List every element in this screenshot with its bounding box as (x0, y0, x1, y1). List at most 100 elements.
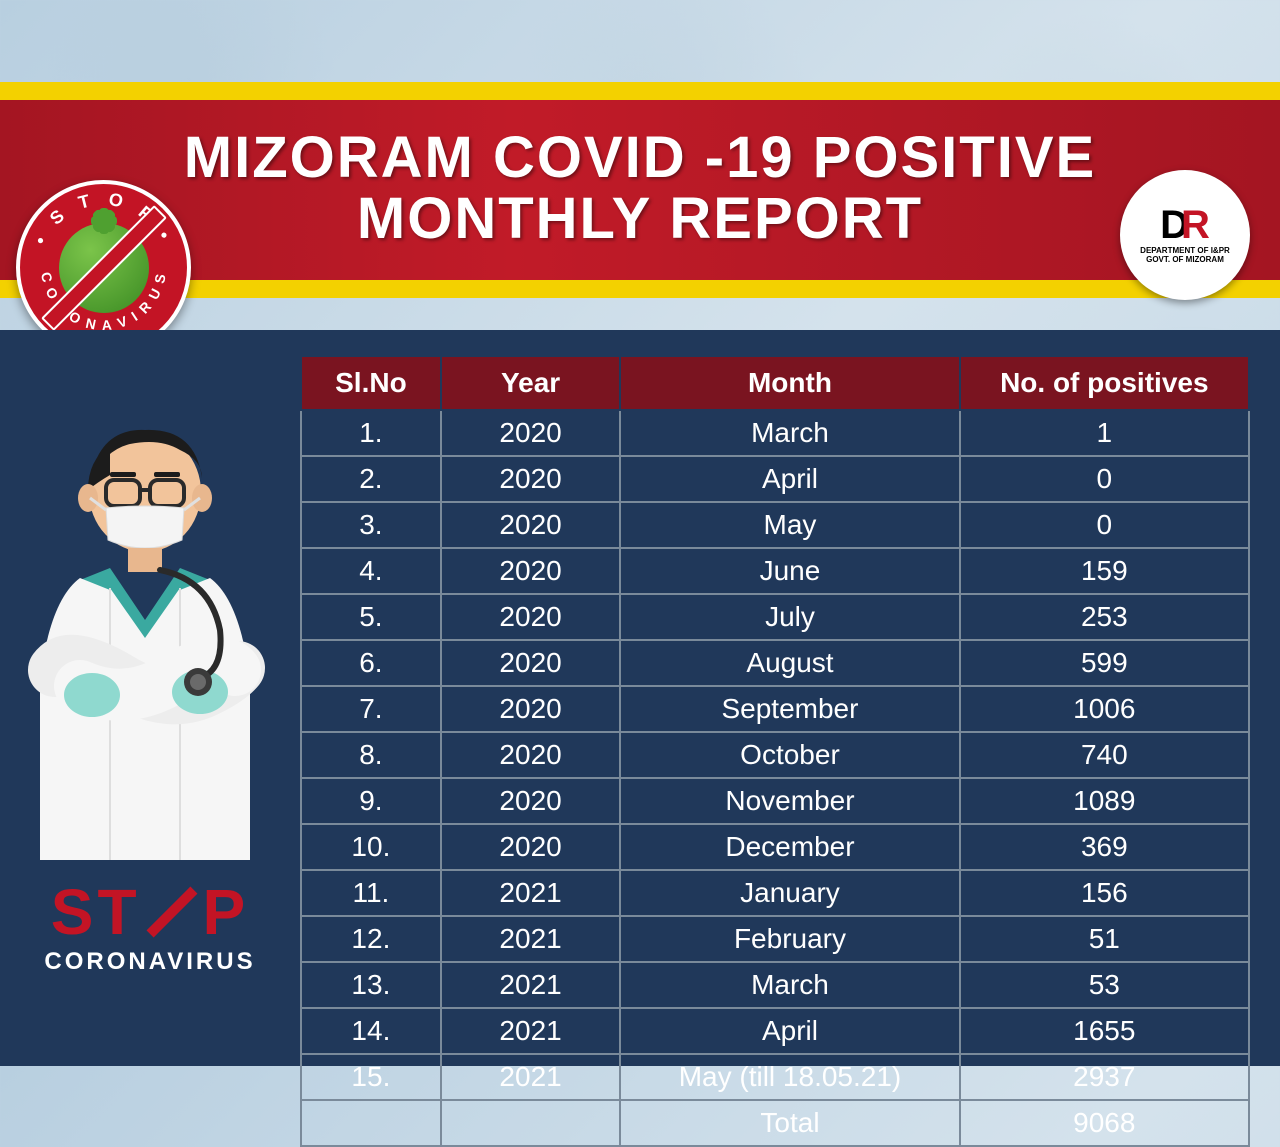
col-header-year: Year (441, 356, 621, 410)
table-cell-pos: 53 (960, 962, 1249, 1008)
table-row: 9.2020November1089 (301, 778, 1249, 824)
stop-coronavirus-text: S T P CORONAVIRUS (20, 880, 280, 976)
table-cell-month: March (620, 410, 959, 456)
table-cell-total-label: Total (620, 1100, 959, 1146)
table-cell-pos: 51 (960, 916, 1249, 962)
table-cell-sl: 9. (301, 778, 441, 824)
table-cell-month: December (620, 824, 959, 870)
table-cell-pos: 0 (960, 502, 1249, 548)
table-cell-pos: 156 (960, 870, 1249, 916)
table-row: 4.2020June159 (301, 548, 1249, 594)
table-cell-month: March (620, 962, 959, 1008)
table-cell-year: 2021 (441, 962, 621, 1008)
table-cell-pos: 1089 (960, 778, 1249, 824)
table-cell-month: April (620, 1008, 959, 1054)
table-cell-month: October (620, 732, 959, 778)
table-cell-sl: 11. (301, 870, 441, 916)
table-total-row: Total9068 (301, 1100, 1249, 1146)
table-cell-year: 2020 (441, 824, 621, 870)
table-cell-pos: 2937 (960, 1054, 1249, 1100)
table-cell-year: 2020 (441, 686, 621, 732)
col-header-positives: No. of positives (960, 356, 1249, 410)
table-cell-sl: 8. (301, 732, 441, 778)
table-row: 5.2020July253 (301, 594, 1249, 640)
table-cell-sl: 7. (301, 686, 441, 732)
monthly-report-table: Sl.No Year Month No. of positives 1.2020… (300, 355, 1250, 1147)
table-cell-month: August (620, 640, 959, 686)
table-cell-month: April (620, 456, 959, 502)
table-cell-pos: 599 (960, 640, 1249, 686)
table-cell-month: June (620, 548, 959, 594)
table-cell-sl: 4. (301, 548, 441, 594)
table-cell-sl: 10. (301, 824, 441, 870)
table-row: 15.2021May (till 18.05.21)2937 (301, 1054, 1249, 1100)
table-cell-sl: 12. (301, 916, 441, 962)
table-cell-sl: 1. (301, 410, 441, 456)
table-cell-month: July (620, 594, 959, 640)
dpr-logo-badge: DR DEPARTMENT OF I&PR GOVT. OF MIZORAM (1120, 170, 1250, 300)
table-row: 12.2021February51 (301, 916, 1249, 962)
banner-title: MIZORAM COVID -19 POSITIVE MONTHLY REPOR… (30, 128, 1250, 250)
table-cell-year: 2020 (441, 732, 621, 778)
col-header-month: Month (620, 356, 959, 410)
stop-p: P (203, 880, 250, 944)
table-cell-month: January (620, 870, 959, 916)
table-cell-year: 2021 (441, 1054, 621, 1100)
table-cell-sl: 5. (301, 594, 441, 640)
table-cell-sl: 15. (301, 1054, 441, 1100)
stop-sub: CORONAVIRUS (20, 948, 280, 976)
table-row: 14.2021April1655 (301, 1008, 1249, 1054)
yellow-bar-top (0, 82, 1280, 100)
table-cell-month: February (620, 916, 959, 962)
table-row: 2.2020April0 (301, 456, 1249, 502)
stop-s: S (51, 880, 98, 944)
table-cell-pos: 253 (960, 594, 1249, 640)
table-cell-sl: 13. (301, 962, 441, 1008)
yellow-bar-bottom (0, 280, 1280, 298)
doctor-illustration (10, 420, 280, 860)
table-cell-year: 2021 (441, 870, 621, 916)
table-cell-month: May (till 18.05.21) (620, 1054, 959, 1100)
dpr-subtext: DEPARTMENT OF I&PR GOVT. OF MIZORAM (1140, 247, 1230, 265)
table-row: 11.2021January156 (301, 870, 1249, 916)
table-cell-total-value: 9068 (960, 1100, 1249, 1146)
col-header-slno: Sl.No (301, 356, 441, 410)
table-cell-sl: 2. (301, 456, 441, 502)
table-cell-sl: 3. (301, 502, 441, 548)
stop-o-virus-icon (143, 883, 201, 941)
table-cell-pos: 1006 (960, 686, 1249, 732)
table-cell-year: 2021 (441, 1008, 621, 1054)
table-cell-pos: 1 (960, 410, 1249, 456)
table-cell-pos: 740 (960, 732, 1249, 778)
table-cell-year: 2020 (441, 594, 621, 640)
table-row: 3.2020May0 (301, 502, 1249, 548)
red-banner: MIZORAM COVID -19 POSITIVE MONTHLY REPOR… (0, 100, 1280, 280)
stop-coronavirus-badge: • S T O P • • C O R O N A V I R U S • (16, 180, 191, 355)
table-cell-year: 2020 (441, 640, 621, 686)
table-row: 10.2020December369 (301, 824, 1249, 870)
table-cell-sl: 6. (301, 640, 441, 686)
table-cell-empty (441, 1100, 621, 1146)
dpr-logo-text: DR (1160, 205, 1210, 245)
table-cell-year: 2020 (441, 778, 621, 824)
table-cell-pos: 159 (960, 548, 1249, 594)
table-header-row: Sl.No Year Month No. of positives (301, 356, 1249, 410)
table-row: 1.2020March1 (301, 410, 1249, 456)
banner-line2: MONTHLY REPORT (357, 186, 923, 251)
table-cell-pos: 1655 (960, 1008, 1249, 1054)
stop-t: T (97, 880, 140, 944)
table-cell-month: November (620, 778, 959, 824)
table-row: 13.2021March53 (301, 962, 1249, 1008)
table-cell-sl: 14. (301, 1008, 441, 1054)
table-cell-year: 2020 (441, 410, 621, 456)
table-cell-pos: 369 (960, 824, 1249, 870)
table-row: 6.2020August599 (301, 640, 1249, 686)
table-cell-year: 2020 (441, 548, 621, 594)
table-cell-pos: 0 (960, 456, 1249, 502)
banner-line1: MIZORAM COVID -19 POSITIVE (184, 125, 1096, 190)
title-banner: MIZORAM COVID -19 POSITIVE MONTHLY REPOR… (0, 82, 1280, 298)
table-cell-month: May (620, 502, 959, 548)
table-cell-year: 2021 (441, 916, 621, 962)
table-row: 8.2020October740 (301, 732, 1249, 778)
table-cell-year: 2020 (441, 502, 621, 548)
